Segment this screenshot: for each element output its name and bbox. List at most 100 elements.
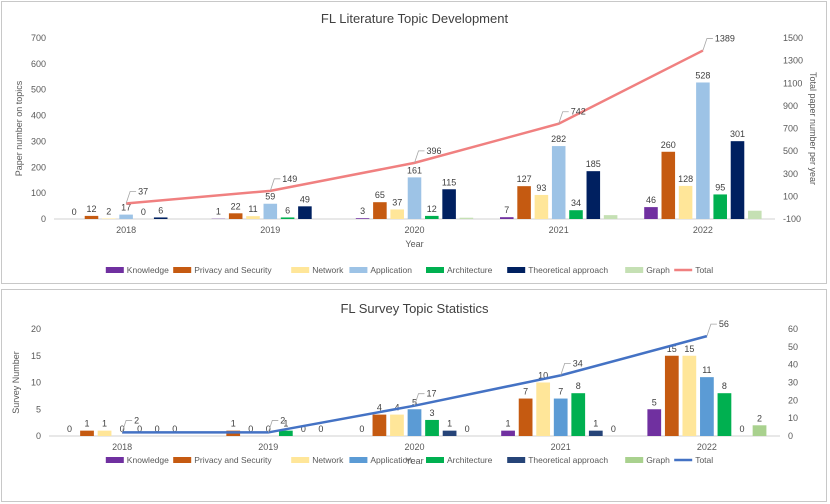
survey-bar bbox=[571, 393, 586, 436]
lit-y2-tick: 1300 bbox=[783, 56, 803, 66]
survey-line-label: 56 bbox=[719, 319, 729, 329]
lit-y-tick: 700 bbox=[31, 33, 46, 43]
lit-bar-label: 0 bbox=[72, 207, 77, 217]
lit-bar bbox=[603, 215, 618, 219]
lit-bar bbox=[517, 186, 531, 219]
survey-bar-label: 0 bbox=[359, 424, 364, 434]
survey-bar bbox=[97, 430, 112, 436]
survey-line-label-leader bbox=[121, 420, 133, 433]
lit-x-tick: 2020 bbox=[404, 225, 424, 235]
survey-legend-swatch bbox=[426, 457, 444, 463]
survey-line-label-leader bbox=[706, 323, 717, 337]
survey-y-tick: 10 bbox=[31, 378, 41, 388]
survey-x-tick: 2020 bbox=[404, 442, 424, 452]
lit-bar bbox=[373, 202, 387, 219]
lit-bar bbox=[551, 146, 566, 219]
lit-bar-label: 115 bbox=[442, 177, 456, 187]
lit-bar bbox=[355, 218, 370, 219]
lit-bar-label: 11 bbox=[248, 204, 257, 214]
survey-legend-label: Architecture bbox=[447, 455, 493, 465]
survey-bar-label: 0 bbox=[266, 424, 271, 434]
survey-bar-label: 3 bbox=[430, 408, 435, 418]
survey-bar bbox=[553, 398, 568, 436]
survey-total-line bbox=[122, 334, 708, 434]
lit-chart-title: FL Literature Topic Development bbox=[321, 11, 509, 26]
survey-bar-label: 2 bbox=[757, 413, 762, 423]
survey-bar bbox=[717, 393, 732, 436]
survey-bar bbox=[700, 377, 714, 436]
lit-y-tick: 500 bbox=[31, 85, 46, 95]
lit-bar bbox=[153, 217, 168, 219]
lit-bar-label: 12 bbox=[427, 204, 437, 214]
survey-bar-label: 1 bbox=[447, 419, 452, 429]
lit-bar-label: 528 bbox=[695, 70, 710, 80]
lit-y2-tick: -100 bbox=[783, 214, 801, 224]
lit-bar bbox=[713, 194, 727, 219]
survey-legend-swatch bbox=[349, 457, 368, 463]
survey-legend-label: Total bbox=[695, 455, 713, 465]
survey-bar-label: 15 bbox=[684, 344, 694, 354]
survey-bar-label: 1 bbox=[593, 419, 598, 429]
survey-bar-label: 7 bbox=[558, 387, 563, 397]
lit-line-label-leader bbox=[269, 178, 281, 191]
survey-bar-label: 0 bbox=[248, 424, 253, 434]
survey-bar-label: 4 bbox=[377, 403, 382, 413]
survey-bar bbox=[588, 430, 603, 436]
lit-legend-swatch bbox=[173, 267, 192, 273]
survey-bar-label: 1 bbox=[102, 419, 107, 429]
literature-chart-panel: FL Literature Topic Development 0 100 200 30… bbox=[1, 1, 827, 284]
lit-y2-tick: 300 bbox=[783, 169, 798, 179]
lit-legend-swatch bbox=[625, 267, 644, 273]
lit-legend-label: Architecture bbox=[447, 265, 493, 275]
survey-bar-label: 0 bbox=[137, 424, 142, 434]
lit-legend-label: Total bbox=[695, 265, 713, 275]
lit-bar-label: 22 bbox=[231, 201, 241, 211]
lit-bar-label: 59 bbox=[265, 192, 275, 202]
lit-bar-label: 49 bbox=[300, 194, 310, 204]
survey-chart-title: FL Survey Topic Statistics bbox=[340, 301, 489, 316]
lit-bar bbox=[442, 189, 456, 219]
survey-bar-label: 1 bbox=[506, 419, 511, 429]
lit-y-tick: 100 bbox=[31, 188, 46, 198]
survey-legend-swatch bbox=[625, 457, 644, 463]
lit-bar bbox=[280, 217, 295, 219]
lit-x-tick: 2021 bbox=[549, 225, 569, 235]
survey-x-tick: 2018 bbox=[112, 442, 132, 452]
lit-y2-axis-label: Total paper number per year bbox=[808, 72, 818, 185]
lit-x-tick: 2022 bbox=[693, 225, 713, 235]
lit-bar-label: 37 bbox=[392, 197, 402, 207]
survey-line-label: 34 bbox=[573, 358, 583, 368]
survey-y-tick: 20 bbox=[31, 324, 41, 334]
lit-bar bbox=[425, 215, 439, 219]
survey-legend-swatch bbox=[105, 457, 124, 463]
lit-bar-label: 3 bbox=[360, 206, 365, 216]
survey-bar-label: 0 bbox=[739, 424, 744, 434]
lit-bar bbox=[748, 210, 762, 219]
survey-bar bbox=[664, 355, 679, 436]
lit-bar bbox=[459, 217, 474, 219]
survey-bar-label: 1 bbox=[283, 419, 288, 429]
survey-topic-chart: FL Survey Topic Statistics05101520010203… bbox=[11, 301, 798, 466]
lit-legend-swatch bbox=[426, 267, 444, 273]
lit-bar bbox=[696, 82, 710, 219]
lit-bar bbox=[102, 218, 116, 219]
lit-bar bbox=[263, 203, 278, 219]
lit-bar bbox=[569, 210, 583, 219]
survey-y2-tick: 50 bbox=[788, 342, 798, 352]
lit-bar bbox=[644, 207, 658, 219]
lit-x-tick: 2018 bbox=[116, 225, 136, 235]
survey-legend-label: Network bbox=[312, 455, 344, 465]
lit-bar bbox=[246, 216, 260, 219]
lit-y-tick: 300 bbox=[31, 136, 46, 146]
survey-bar bbox=[390, 414, 404, 436]
lit-bar-label: 128 bbox=[678, 174, 693, 184]
lit-bar-label: 1 bbox=[216, 207, 221, 217]
survey-bar-label: 0 bbox=[120, 424, 125, 434]
lit-y2-tick: 900 bbox=[783, 101, 798, 111]
survey-bar bbox=[536, 382, 551, 436]
lit-bar-label: 95 bbox=[715, 182, 725, 192]
survey-y2-tick: 40 bbox=[788, 360, 798, 370]
lit-bar bbox=[407, 177, 422, 219]
survey-bar-label: 0 bbox=[611, 424, 616, 434]
survey-bar-label: 0 bbox=[301, 424, 306, 434]
